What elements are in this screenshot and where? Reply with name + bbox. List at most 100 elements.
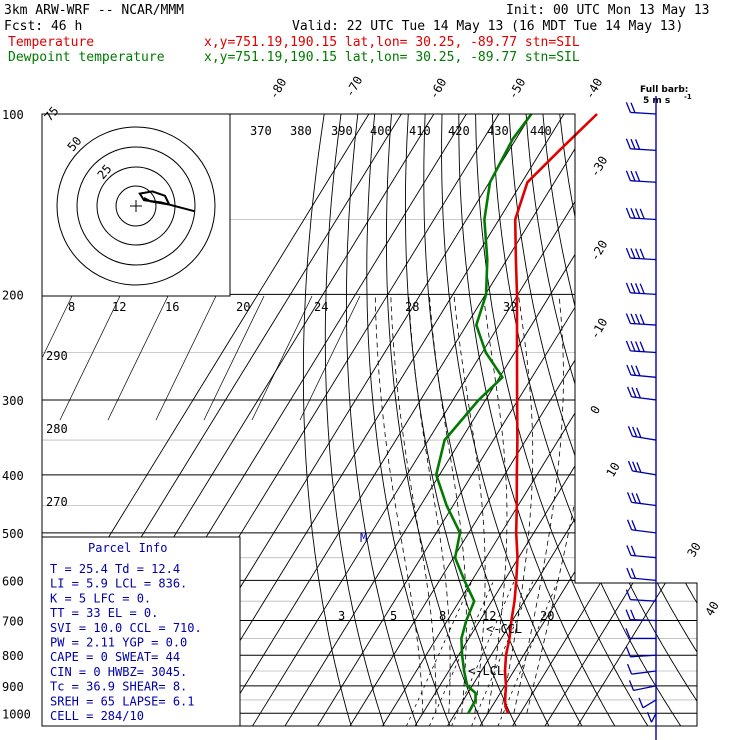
pressure-label-300: 300 [2, 394, 24, 408]
hodo-speed-label-16: 16 [165, 300, 179, 314]
wind-barb [625, 138, 657, 152]
hodo-radial [59, 295, 121, 421]
wind-barb [625, 340, 657, 354]
hodo-speed-label-8: 8 [68, 300, 75, 314]
temperature-tick-30: 30 [684, 540, 703, 560]
temperature-tick--40: -40 [582, 76, 605, 102]
mixing-ratio-label-12: 12 [482, 609, 496, 623]
sounding-profiles [434, 113, 598, 714]
parcel-info-row: T = 25.4 Td = 12.4 [50, 562, 180, 576]
pressure-label-900: 900 [2, 680, 24, 694]
temperature-tick--80: -80 [266, 76, 289, 102]
hodo-radial [299, 295, 361, 421]
dry-adiabat [609, 114, 697, 726]
wind-barb [627, 460, 657, 476]
barb-legend-title: Full barb: [640, 85, 688, 95]
mixing-ratio-label-3: 3 [338, 609, 345, 623]
wind-barb [625, 646, 657, 658]
dry-adiabat [677, 114, 697, 726]
dewpoint-profile [434, 113, 533, 714]
temperature-tick-40: 40 [702, 599, 721, 619]
dry-adiabat [345, 114, 418, 726]
hodo-speed-label-20: 20 [236, 300, 250, 314]
theta-label-400: 400 [370, 124, 392, 138]
dry-adiabat [441, 114, 583, 726]
theta-label-370: 370 [250, 124, 272, 138]
temperature-tick--10: -10 [587, 316, 610, 342]
hodo-speed-label-24: 24 [314, 300, 328, 314]
wind-barb [625, 282, 657, 296]
dry-adiabat [324, 114, 385, 726]
pressure-label-1000: 1000 [2, 707, 31, 721]
hodo-radial [203, 295, 265, 421]
theta-left-label-290: 290 [46, 349, 68, 363]
pressure-label-800: 800 [2, 649, 24, 663]
pressure-label-100: 100 [2, 108, 24, 122]
wind-barb [625, 313, 657, 326]
wind-barb [625, 628, 656, 640]
wind-barb [625, 207, 657, 221]
wind-barb [626, 545, 657, 559]
mixing-ratio-label-5: 5 [390, 609, 397, 623]
temperature-tick--60: -60 [426, 76, 449, 102]
temperature-tick--30: -30 [587, 154, 610, 180]
isotherm [577, 114, 697, 726]
parcel-info-row: LI = 5.9 LCL = 836. [50, 577, 187, 591]
temperature-tick--50: -50 [505, 76, 528, 102]
hodo-radial [251, 295, 313, 421]
wind-barb [628, 680, 657, 692]
parcel-info-row: SREH = 65 LAPSE= 6.1 [50, 694, 195, 708]
dewpoint-legend-label: Dewpoint temperature [8, 50, 165, 65]
dry-adiabat [660, 114, 697, 726]
dewpoint-station-info: x,y=751.19,190.15 lat,lon= 30.25, -89.77… [204, 50, 580, 65]
theta-label-410: 410 [409, 124, 431, 138]
mixing-ratio-line [471, 580, 534, 726]
mixing-ratio-line [451, 580, 515, 726]
dry-adiabat [525, 114, 697, 726]
ccl-marker: <-CCL [486, 622, 522, 636]
wind-barbs [625, 96, 657, 740]
hodograph-ring [76, 146, 196, 266]
theta-label-380: 380 [290, 124, 312, 138]
theta-label-430: 430 [487, 124, 509, 138]
wind-barb [626, 567, 657, 581]
theta-label-420: 420 [448, 124, 470, 138]
wind-barb [625, 589, 657, 602]
wind-barb [626, 386, 657, 401]
theta-label-440: 440 [530, 124, 552, 138]
temperature-legend-label: Temperature [8, 35, 94, 50]
wind-barb [626, 364, 657, 378]
pressure-label-200: 200 [2, 288, 24, 302]
parcel-info-row: TT = 33 EL = 0. [50, 606, 158, 620]
moist-adiabat [374, 294, 424, 714]
isotherm [544, 114, 697, 726]
temperature-station-info: x,y=751.19,190.15 lat,lon= 30.25, -89.77… [204, 35, 580, 50]
mixing-ratio-line [497, 580, 559, 726]
pressure-label-700: 700 [2, 614, 24, 628]
moist-adiabat [453, 294, 486, 714]
wind-barb [638, 697, 657, 709]
moist-adiabat [482, 294, 508, 714]
parcel-info-row: Tc = 36.9 SHEAR= 8. [50, 680, 187, 694]
parcel-marker: M [360, 531, 367, 545]
dry-adiabat [643, 114, 697, 726]
temperature-tick--20: -20 [587, 238, 610, 264]
hodo-radial [42, 295, 73, 421]
temperature-profile [503, 113, 598, 714]
moist-adiabat [408, 294, 451, 714]
temperature-tick-0: 0 [587, 403, 603, 416]
moist-adiabat [526, 294, 601, 714]
hodograph-ring [115, 185, 157, 227]
parcel-info-row: CAPE = 0 SWEAT= 44 [50, 650, 180, 664]
isotherm [512, 114, 697, 726]
parcel-info-rows: T = 25.4 Td = 12.4LI = 5.9 LCL = 836.K =… [50, 562, 202, 723]
dry-adiabat [458, 114, 616, 726]
parcel-info-row: PW = 2.11 YGP = 0.0 [50, 636, 187, 650]
mixing-ratio-label-20: 20 [540, 609, 554, 623]
hodo-speed-label-12: 12 [112, 300, 126, 314]
isotherm [349, 114, 697, 726]
moist-adiabat [500, 294, 534, 714]
parcel-info-title: Parcel Info [88, 541, 167, 555]
wind-barb [626, 519, 657, 534]
